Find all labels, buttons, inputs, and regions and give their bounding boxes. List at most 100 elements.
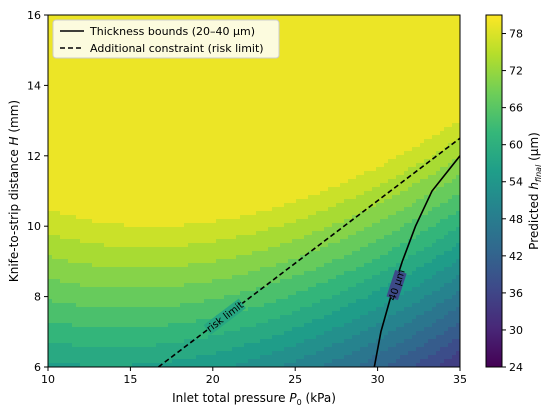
contour-cell [84,251,89,256]
contour-cell [112,67,117,72]
contour-cell [72,339,77,344]
contour-cell [228,219,233,224]
contour-cell [248,315,253,320]
contour-cell [240,267,245,272]
contour-cell [248,207,253,212]
contour-cell [164,115,169,120]
contour-cell [120,295,125,300]
contour-cell [80,91,85,96]
contour-cell [156,351,161,356]
contour-cell [52,307,57,312]
contour-cell [264,239,269,244]
contour-cell [192,119,197,124]
contour-cell [148,339,153,344]
contour-cell [64,179,69,184]
contour-cell [80,323,85,328]
contour-cell [88,247,93,252]
contour-cell [48,239,53,244]
contour-cell [188,15,193,20]
contour-cell [148,67,153,72]
contour-cell [192,191,197,196]
contour-cell [172,203,177,208]
contour-cell [140,235,145,240]
contour-cell [244,99,249,104]
contour-cell [236,335,241,340]
contour-cell [272,115,277,120]
contour-cell [196,359,201,364]
contour-cell [248,343,253,348]
contour-cell [84,347,89,352]
contour-cell [252,355,257,360]
contour-cell [248,187,253,192]
contour-cell [160,279,165,284]
contour-cell [260,363,265,367]
contour-cell [204,259,209,264]
contour-cell [56,255,61,260]
contour-cell [104,319,109,324]
contour-cell [76,75,81,80]
contour-cell [212,83,217,88]
contour-cell [212,259,217,264]
contour-cell [180,199,185,204]
contour-cell [72,111,77,116]
contour-cell [272,159,277,164]
contour-cell [164,87,169,92]
contour-cell [264,147,269,152]
contour-cell [132,243,137,248]
contour-cell [148,303,153,308]
contour-cell [64,15,69,20]
contour-cell [48,359,53,364]
contour-cell [136,223,141,228]
contour-cell [120,267,125,272]
contour-cell [104,255,109,260]
contour-cell [108,67,113,72]
contour-cell [140,111,145,116]
contour-cell [236,151,241,156]
contour-cell [52,123,57,128]
contour-cell [220,131,225,136]
contour-cell [228,283,233,288]
contour-cell [176,199,181,204]
contour-cell [232,291,237,296]
contour-cell [208,311,213,316]
contour-cell [144,319,149,324]
contour-cell [268,123,273,128]
contour-cell [184,299,189,304]
contour-cell [184,235,189,240]
contour-cell [188,91,193,96]
contour-cell [136,155,141,160]
contour-cell [168,87,173,92]
contour-cell [240,243,245,248]
contour-cell [216,199,221,204]
contour-cell [108,239,113,244]
contour-cell [140,343,145,348]
contour-cell [152,263,157,268]
contour-cell [220,247,225,252]
contour-cell [108,263,113,268]
contour-cell [204,331,209,336]
contour-cell [236,283,241,288]
contour-cell [260,279,265,284]
contour-cell [152,159,157,164]
contour-cell [136,355,141,360]
contour-cell [208,79,213,84]
contour-cell [248,339,253,344]
contour-cell [88,203,93,208]
contour-cell [208,219,213,224]
contour-cell [48,95,53,100]
contour-cell [196,79,201,84]
contour-cell [192,67,197,72]
contour-cell [248,95,253,100]
contour-cell [72,127,77,132]
contour-cell [184,239,189,244]
contour-cell [196,299,201,304]
contour-cell [76,299,81,304]
contour-cell [112,351,117,356]
contour-cell [96,215,101,220]
contour-cell [168,235,173,240]
contour-cell [220,75,225,80]
contour-cell [224,107,229,112]
contour-cell [224,359,229,364]
contour-cell [252,111,257,116]
contour-cell [136,95,141,100]
